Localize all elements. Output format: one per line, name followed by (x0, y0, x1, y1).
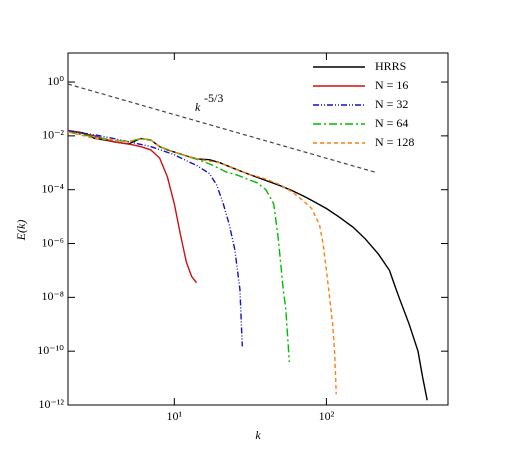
slope-label-exponent: -5/3 (204, 91, 223, 105)
series-line (67, 129, 428, 401)
series-line (67, 131, 290, 362)
y-tick-label: 10⁻⁴ (41, 181, 64, 195)
y-tick-label: 10⁻¹² (38, 397, 64, 411)
y-axis-label: E(k) (14, 220, 28, 242)
series-line (67, 131, 337, 395)
y-tick-label: 10⁻² (42, 128, 64, 142)
x-axis-label: k (255, 428, 261, 442)
legend-label: N = 128 (375, 135, 414, 149)
legend-label: HRRS (375, 59, 406, 73)
y-tick-label: 10⁻⁸ (41, 289, 64, 303)
legend-label: N = 16 (375, 78, 408, 92)
slope-label: k (195, 100, 201, 114)
plot-frame (67, 52, 449, 406)
y-tick-label: 10⁻¹⁰ (37, 343, 64, 357)
series-line (67, 129, 198, 284)
series-line (67, 130, 243, 347)
legend-label: N = 64 (375, 116, 408, 130)
legend-label: N = 32 (375, 97, 408, 111)
y-tick-label: 10⁻⁶ (41, 235, 64, 249)
x-tick-label: 10² (319, 409, 335, 423)
x-tick-label: 10¹ (167, 409, 183, 423)
y-tick-label: 10⁰ (47, 74, 64, 88)
